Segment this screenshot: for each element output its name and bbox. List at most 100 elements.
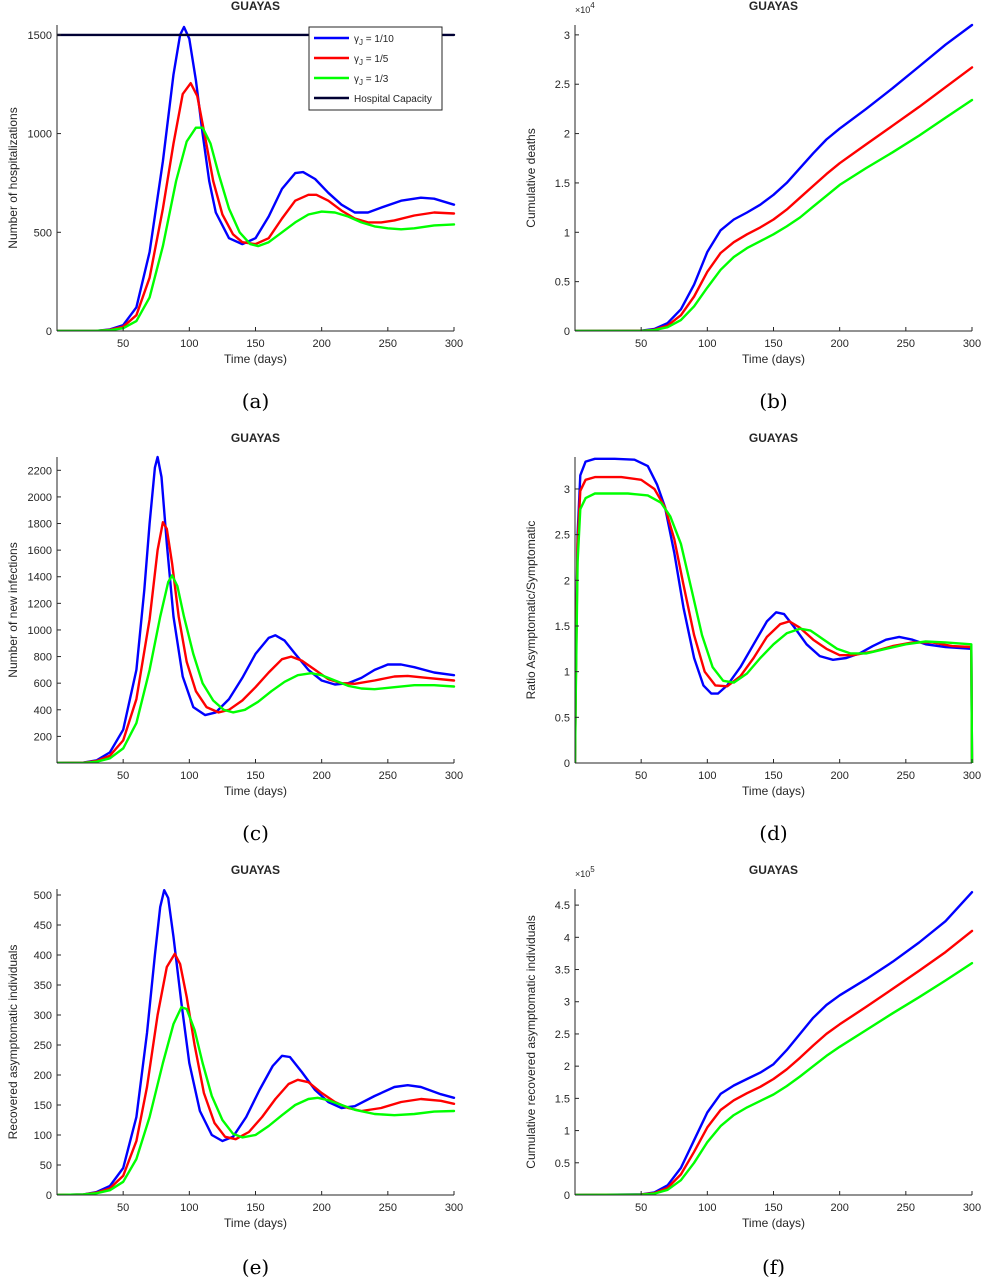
series-line-d-0: [575, 457, 974, 763]
y-axis-multiplier: ×105: [575, 865, 595, 879]
x-axis-label: Time (days): [742, 784, 805, 798]
x-tick-label: 50: [635, 770, 647, 782]
x-tick-label: 250: [897, 338, 915, 350]
y-tick-label: 2.5: [555, 79, 570, 91]
legend-subscript: J: [359, 38, 363, 47]
chart-panel-b: 50 100 150 200 250 300 0 0.5 1 1.5 2 2.5 3 ×104 GUAYAS…: [524, 0, 981, 413]
x-tick-label: 150: [246, 1202, 264, 1214]
chart-title: GUAYAS: [749, 863, 798, 877]
legend-symbol: γ: [354, 54, 359, 65]
series-line-e-2: [57, 1006, 456, 1195]
y-tick-label: 0: [46, 1190, 52, 1202]
y-tick-label: 3: [564, 997, 570, 1009]
series-line-c-0: [57, 455, 456, 763]
y-tick-label: 2: [564, 575, 570, 587]
y-tick-label: 0: [564, 1190, 570, 1202]
y-axis-label: Recovered asymptomatic individuals: [6, 945, 20, 1140]
y-tick-label: 0: [46, 326, 52, 338]
x-tick-label: 100: [180, 338, 198, 350]
x-tick-label: 50: [117, 1202, 129, 1214]
figure-caption: (b): [759, 389, 787, 413]
chart-title: GUAYAS: [749, 431, 798, 445]
y-tick-label: 200: [34, 731, 52, 743]
y-tick-label: 0.5: [555, 712, 570, 724]
legend-value: = 1/3: [363, 74, 389, 85]
series-line-b-1: [575, 66, 974, 331]
legend-symbol: γ: [354, 34, 359, 45]
legend-box: [308, 26, 443, 111]
x-tick-label: 100: [698, 770, 716, 782]
series-line-d-2: [575, 492, 974, 763]
x-tick-label: 200: [312, 770, 330, 782]
legend-label: Hospital Capacity: [354, 94, 432, 105]
x-tick-label: 200: [312, 338, 330, 350]
chart-panel-c: 50 100 150 200 250 300 200 400 600 800 1000 1200 140…: [6, 431, 463, 845]
x-axis-label: Time (days): [224, 352, 287, 366]
y-tick-label: 450: [34, 920, 52, 932]
y-tick-label: 300: [34, 1010, 52, 1022]
x-tick-label: 250: [897, 770, 915, 782]
x-tick-label: 150: [764, 1202, 782, 1214]
multiplier-exponent: 5: [590, 865, 595, 874]
x-tick-label: 50: [117, 770, 129, 782]
chart-panel-d: 50 100 150 200 250 300 0 0.5 1 1.5 2 2.5 3 GUAYAS Time…: [524, 431, 981, 845]
figure-caption: (a): [242, 389, 270, 413]
y-axis-label: Ratio Asymptomatic/Symptomatic: [524, 521, 538, 700]
x-axis-label: Time (days): [224, 784, 287, 798]
series-line-f-0: [575, 891, 974, 1195]
x-tick-label: 200: [312, 1202, 330, 1214]
y-tick-label: 3: [564, 484, 570, 496]
y-tick-label: 600: [34, 678, 52, 690]
x-tick-label: 50: [635, 1202, 647, 1214]
y-tick-label: 0: [564, 758, 570, 770]
y-tick-label: 2.5: [555, 1029, 570, 1041]
legend-label: γJ = 1/10: [354, 34, 394, 47]
legend-label: γJ = 1/5: [354, 54, 389, 67]
chart-title: GUAYAS: [231, 0, 280, 13]
chart-panel-f: 50 100 150 200 250 300 0 0.5 1 1.5 2 2.5 3 3.5 4 4.5 ×10…: [524, 863, 981, 1279]
x-tick-label: 300: [445, 1202, 463, 1214]
x-tick-label: 300: [445, 770, 463, 782]
multiplier-base: ×10: [575, 5, 590, 15]
y-tick-label: 1400: [28, 572, 52, 584]
series-line-d-1: [575, 475, 974, 763]
y-tick-label: 350: [34, 980, 52, 992]
figure-caption: (e): [242, 1255, 269, 1279]
y-tick-label: 0: [564, 326, 570, 338]
x-tick-label: 250: [897, 1202, 915, 1214]
legend-subscript: J: [359, 78, 363, 87]
y-tick-label: 1.5: [555, 621, 570, 633]
series-line-a-0: [57, 25, 456, 331]
y-tick-label: 1600: [28, 545, 52, 557]
y-tick-label: 250: [34, 1040, 52, 1052]
series-line-e-0: [57, 889, 456, 1195]
y-tick-label: 150: [34, 1100, 52, 1112]
y-tick-label: 2.5: [555, 530, 570, 542]
chart-panel-e: 50 100 150 200 250 300 0 50 100 150 200 250 300 350 40…: [6, 863, 463, 1279]
y-axis-multiplier: ×104: [575, 1, 595, 15]
x-tick-label: 300: [963, 770, 981, 782]
x-tick-label: 200: [830, 338, 848, 350]
chart-title: GUAYAS: [231, 863, 280, 877]
y-tick-label: 50: [40, 1160, 52, 1172]
legend-label: γJ = 1/3: [354, 74, 389, 87]
y-tick-label: 1200: [28, 598, 52, 610]
y-tick-label: 1.5: [555, 178, 570, 190]
multiplier-exponent: 4: [590, 1, 595, 10]
y-tick-label: 4.5: [555, 900, 570, 912]
y-tick-label: 400: [34, 705, 52, 717]
y-tick-label: 1: [564, 667, 570, 679]
legend-symbol: γ: [354, 74, 359, 85]
figure-caption: (f): [762, 1255, 785, 1279]
y-tick-label: 500: [34, 890, 52, 902]
series-line-a-2: [57, 126, 456, 331]
y-tick-label: 2200: [28, 465, 52, 477]
y-tick-label: 1000: [28, 625, 52, 637]
y-tick-label: 3: [564, 30, 570, 42]
y-tick-label: 2: [564, 1061, 570, 1073]
y-axis-label: Number of hospitalizations: [6, 107, 20, 248]
y-tick-label: 0.5: [555, 1158, 570, 1170]
x-tick-label: 100: [180, 1202, 198, 1214]
